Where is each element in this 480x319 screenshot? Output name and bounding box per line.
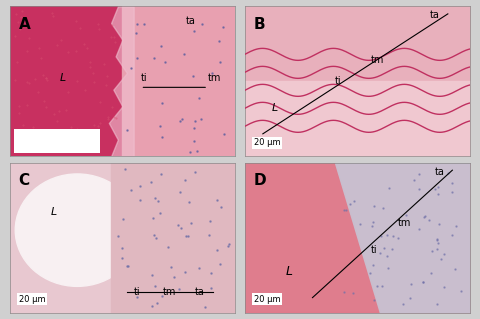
Text: 20 μm: 20 μm — [254, 295, 280, 304]
Text: ti: ti — [335, 76, 342, 86]
Text: D: D — [254, 173, 266, 188]
Text: tm: tm — [398, 218, 411, 228]
Text: L: L — [272, 103, 278, 113]
Text: 20 μm: 20 μm — [254, 138, 280, 147]
Text: L: L — [50, 207, 57, 217]
Bar — [122, 6, 235, 156]
Text: tm: tm — [163, 287, 176, 297]
Bar — [10, 6, 122, 156]
Text: 20 μm: 20 μm — [19, 132, 45, 141]
Ellipse shape — [15, 174, 139, 286]
Text: L: L — [286, 265, 292, 278]
Text: ti: ti — [371, 245, 378, 255]
Text: ta: ta — [186, 16, 195, 26]
Text: C: C — [19, 173, 30, 188]
Polygon shape — [335, 163, 470, 313]
Text: ta: ta — [194, 287, 204, 297]
Text: 20 μm: 20 μm — [19, 295, 45, 304]
Text: ti: ti — [133, 287, 140, 297]
Polygon shape — [245, 163, 380, 313]
Text: ta: ta — [434, 167, 444, 177]
Text: L: L — [59, 73, 65, 83]
Text: B: B — [254, 17, 265, 32]
Bar — [111, 163, 235, 313]
Text: tm: tm — [371, 56, 384, 65]
Text: 20 μm: 20 μm — [25, 140, 57, 150]
Text: A: A — [19, 17, 30, 32]
Text: ta: ta — [430, 11, 440, 20]
Text: tm: tm — [208, 73, 221, 83]
Text: ti: ti — [141, 73, 147, 83]
